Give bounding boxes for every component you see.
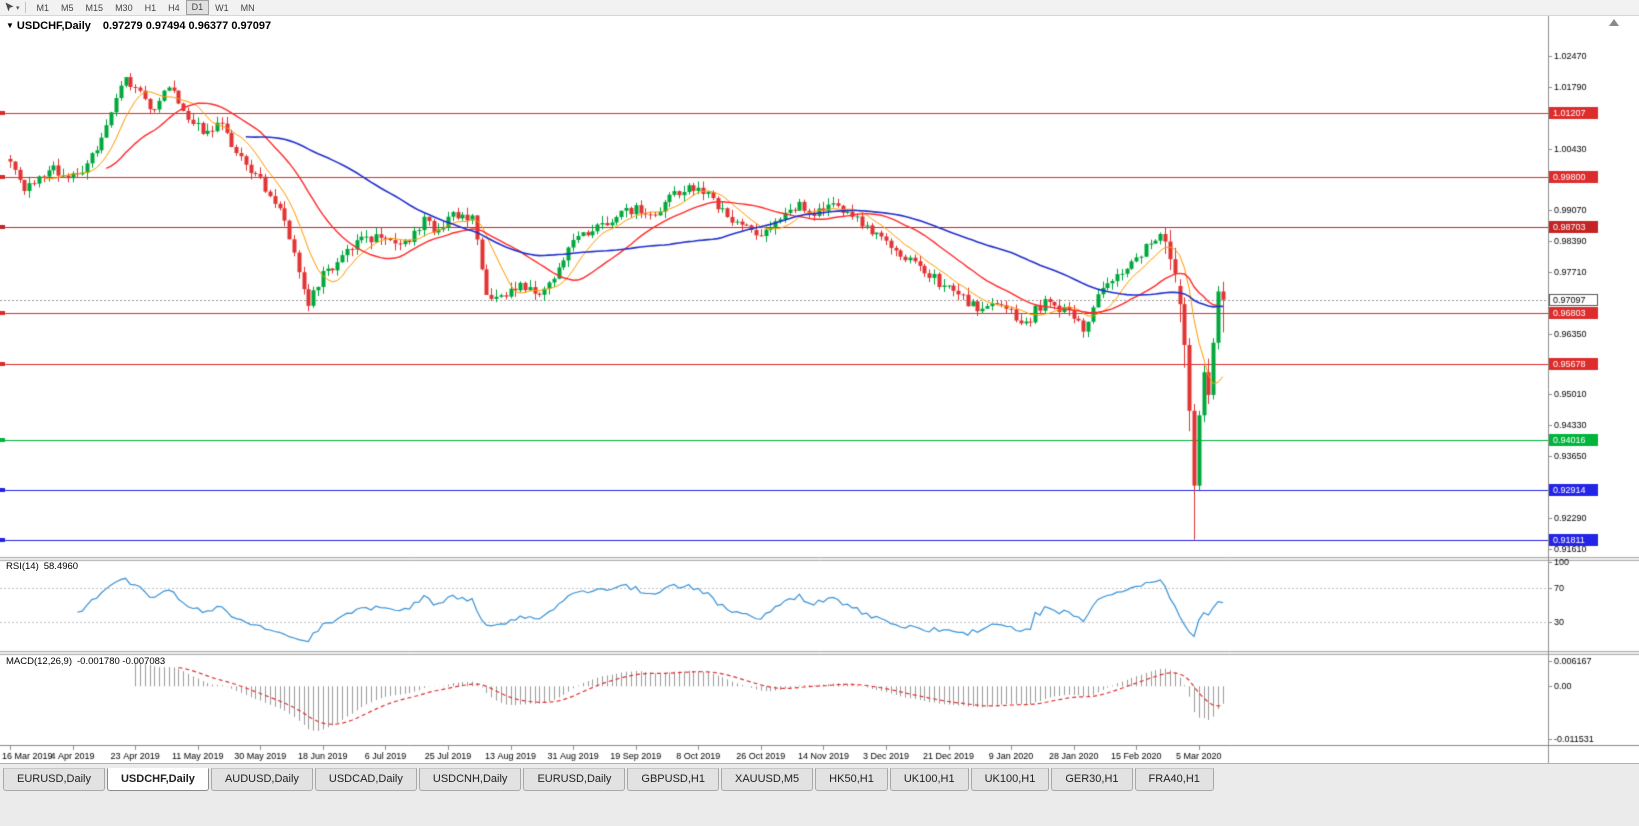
timeframe-h1-button[interactable]: H1 (144, 3, 157, 13)
tab-usdchf-daily[interactable]: USDCHF,Daily (106, 768, 209, 791)
timeframe-m15-button[interactable]: M15 (85, 3, 104, 13)
tab-usdcad-daily[interactable]: USDCAD,Daily (314, 768, 417, 791)
chart-ohlc-values: 0.97279 0.97494 0.96377 0.97097 (102, 20, 272, 32)
tab-hk50-h1[interactable]: HK50,H1 (815, 768, 888, 791)
tab-usdcnh-daily[interactable]: USDCNH,Daily (418, 768, 522, 791)
tab-uk100-h1-2[interactable]: UK100,H1 (970, 768, 1050, 791)
tab-eurusd-daily-1[interactable]: EURUSD,Daily (3, 768, 105, 791)
rsi-indicator-label: RSI(14) 58.4960 (6, 561, 78, 572)
timeframe-d1-button[interactable]: D1 (185, 0, 210, 15)
macd-values: -0.001780 -0.007083 (77, 656, 166, 667)
top-toolbar: ▾ M1 M5 M15 M30 H1 H4 D1 W1 MN (0, 0, 1639, 16)
tab-eurusd-daily-2[interactable]: EURUSD,Daily (523, 768, 626, 791)
tab-fra40-h1[interactable]: FRA40,H1 (1134, 768, 1214, 791)
chart-window: ▼ USDCHF,Daily 0.97279 0.97494 0.96377 0.9… (0, 16, 1639, 763)
timeframe-w1-button[interactable]: W1 (215, 3, 229, 13)
timeframe-m5-button[interactable]: M5 (61, 3, 74, 13)
tab-ger30-h1[interactable]: GER30,H1 (1051, 768, 1133, 791)
toolbar-separator (24, 2, 26, 13)
timeframe-m1-button[interactable]: M1 (36, 3, 50, 13)
scroll-up-icon[interactable] (1609, 19, 1619, 26)
chart-symbol-period: USDCHF,Daily (16, 20, 91, 32)
tab-gbpusd-h1[interactable]: GBPUSD,H1 (627, 768, 719, 791)
symbol-collapse-icon[interactable]: ▼ (6, 21, 14, 30)
timeframe-h4-button[interactable]: H4 (168, 3, 180, 13)
tab-xauusd-m5[interactable]: XAUUSD,M5 (720, 768, 814, 791)
tab-audusd-daily[interactable]: AUDUSD,Daily (210, 768, 313, 791)
rsi-value: 58.4960 (43, 561, 79, 572)
tab-uk100-h1-1[interactable]: UK100,H1 (889, 768, 969, 791)
macd-indicator-label: MACD(12,26,9) -0.001780 -0.007083 (6, 656, 165, 667)
rsi-name: RSI(14) (6, 561, 39, 572)
chart-tab-bar: EURUSD,Daily USDCHF,Daily AUDUSD,Daily U… (0, 763, 1639, 826)
timeframe-m30-button[interactable]: M30 (115, 3, 133, 13)
macd-name: MACD(12,26,9) (6, 656, 72, 667)
timeframe-mn-button[interactable]: MN (240, 3, 255, 13)
cursor-tool-icon[interactable] (4, 2, 14, 13)
price-chart-canvas[interactable] (0, 16, 1639, 763)
cursor-dropdown-caret-icon[interactable]: ▾ (16, 4, 20, 12)
chart-title: ▼ USDCHF,Daily 0.97279 0.97494 0.96377 0.9… (6, 20, 271, 32)
